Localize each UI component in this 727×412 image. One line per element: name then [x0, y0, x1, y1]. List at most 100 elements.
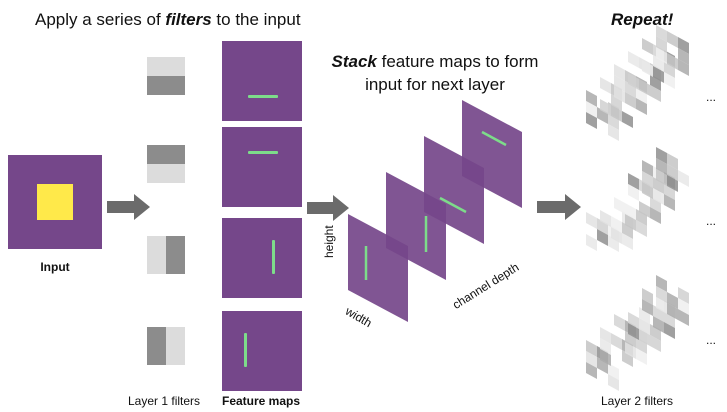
feature-edge-line [248, 151, 278, 154]
repeat-label: Repeat! [611, 10, 674, 29]
layer2-filter-tile [642, 60, 653, 77]
layer2-filter-tile [628, 312, 639, 329]
layer2-filter-tile [653, 55, 664, 72]
layer2-filter-tile [628, 51, 639, 68]
layer2-filter-tile [664, 61, 675, 78]
layer2-filter-tile [625, 81, 636, 98]
layer2-filter-tile [642, 171, 653, 188]
feature-edge-line [272, 240, 275, 274]
layer2-filter-tile [664, 72, 675, 89]
layer2-filter-tile [667, 53, 678, 70]
layer2-filter-tile [656, 25, 667, 42]
layer2-filter-tile [586, 351, 597, 368]
ellipsis-3: ... [706, 333, 717, 347]
layer2-filter-tile [600, 327, 611, 344]
feature-edge-line [248, 95, 278, 98]
layer2-filter-tile [664, 311, 675, 328]
layer2-filter-tile [636, 98, 647, 115]
title-emphasis: filters [165, 10, 212, 29]
layer2-filter-tile [600, 338, 611, 355]
layer2-filter-tile [656, 147, 667, 164]
layer2-filter-tile [611, 105, 622, 122]
layer2-filter-tile [628, 173, 639, 190]
layer2-filter-tile [650, 196, 661, 213]
layer2-filter-tile [600, 349, 611, 366]
layer2-filter-tile [625, 214, 636, 231]
stacked-map-4 [462, 100, 522, 208]
layer2-filter-tile [642, 299, 653, 316]
layer2-filter-tile [586, 101, 597, 118]
layer2-filter-tile [639, 318, 650, 335]
layer2-filter-tile [667, 175, 678, 192]
stacked-edge-line-4 [481, 130, 507, 147]
layer2-filter-tile [656, 297, 667, 314]
layer2-filter-tile [667, 153, 678, 170]
layer2-filter-tile [608, 235, 619, 252]
stacked-feature-maps [348, 100, 522, 322]
layer2-filter-tile [600, 99, 611, 116]
arrow-stack-to-layer2 [537, 194, 581, 220]
layer2-filter-tile [625, 342, 636, 359]
layer2-filter-tile [656, 286, 667, 303]
feature-map-1 [222, 41, 302, 121]
stack-caption-line1: Stack feature maps to form [330, 52, 540, 72]
layer2-filter-tile [608, 374, 619, 391]
layer2-filter-tile [611, 216, 622, 233]
layer2-filter-tile [678, 287, 689, 304]
layer2-filter-stack-1 [586, 25, 689, 141]
input-label: Input [40, 260, 70, 274]
layer2-filter-tile [597, 218, 608, 235]
layer2-filter-tile [642, 182, 653, 199]
filter-horizontal-top-light [147, 57, 185, 95]
layer2-filter-tile [600, 210, 611, 227]
filter-horizontal-top-dark [147, 145, 185, 183]
layer2-filter-tile [667, 31, 678, 48]
layer2-filter-tile [608, 363, 619, 380]
layer2-filter-tile [678, 309, 689, 326]
layer2-filter-stack-2 [586, 147, 689, 252]
layer2-filter-tile [639, 329, 650, 346]
feature-map-2 [222, 127, 302, 207]
layer2-filter-tile [597, 229, 608, 246]
stacked-edge-line-3 [439, 196, 467, 214]
layer2-filter-tile [650, 335, 661, 352]
layer2-filter-tile [653, 177, 664, 194]
feature-edge-line [244, 333, 247, 367]
layer2-filter-tile [667, 164, 678, 181]
filter-vertical-left-light [147, 236, 185, 274]
layer2-filter-tile [636, 209, 647, 226]
layer2-filter-tile [678, 59, 689, 76]
layer2-filter-tile [586, 212, 597, 229]
layer2-filter-tile [664, 183, 675, 200]
layer2-filter-tile [611, 227, 622, 244]
layer2-filter-tile [650, 207, 661, 224]
height-axis-label: height [322, 225, 336, 258]
layer2-filter-tile [636, 337, 647, 354]
arrows [107, 194, 581, 221]
layer2-filter-tile [636, 348, 647, 365]
layer2-filter-tile [614, 64, 625, 81]
layer2-filter-stack-3 [586, 275, 689, 391]
layer1-filters-label: Layer 1 filters [128, 394, 201, 408]
layer2-filter-tile [636, 87, 647, 104]
layer2-filter-tile [628, 323, 639, 340]
layer2-filter-tile [653, 66, 664, 83]
layer2-filter-tile [622, 222, 633, 239]
layer2-filter-tile [667, 292, 678, 309]
layer2-filter-tile [639, 79, 650, 96]
layer2-filter-tile [625, 331, 636, 348]
layer2-filter-tile [625, 92, 636, 109]
layer2-filter-tile [608, 113, 619, 130]
layer2-filter-tile [642, 288, 653, 305]
layer2-filter-tile [600, 77, 611, 94]
layer2-filter-tile [586, 112, 597, 129]
layer2-filter-tile [628, 73, 639, 90]
layer2-filter-tile [656, 275, 667, 292]
diagram-title: Apply a series of filters to the input [35, 10, 301, 30]
layer2-filter-tile [622, 350, 633, 367]
layer2-filter-tile [611, 333, 622, 350]
layer2-filter-tile [664, 194, 675, 211]
layer2-filter-tile [678, 37, 689, 54]
layer2-filter-tile [614, 314, 625, 331]
